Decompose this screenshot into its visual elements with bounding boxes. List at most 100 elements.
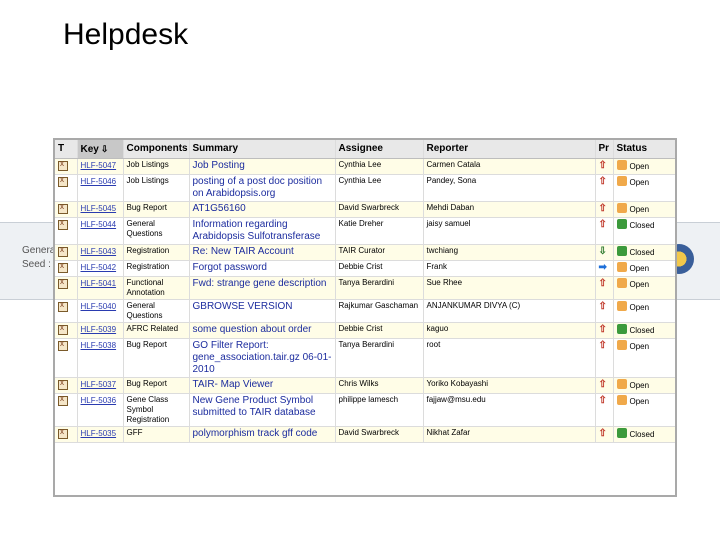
- summary-link[interactable]: polymorphism track gff code: [189, 426, 336, 443]
- issue-key-link[interactable]: HLF-5042: [80, 263, 117, 272]
- issue-table-frame: T Key ⇩ Components Summary Assignee Repor…: [53, 138, 677, 497]
- summary-link[interactable]: posting of a post doc position on Arabid…: [189, 174, 336, 202]
- summary-link[interactable]: Job Posting: [189, 158, 336, 175]
- priority-cell: ⇧: [595, 201, 614, 218]
- table-row: HLF-5039 AFRC Related some question abou…: [55, 322, 675, 339]
- slide-title: Helpdesk: [63, 18, 189, 51]
- column-header-reporter[interactable]: Reporter: [423, 140, 596, 159]
- issue-key-link[interactable]: HLF-5044: [80, 220, 117, 229]
- assignee-cell: Rajkumar Gaschaman: [335, 299, 424, 323]
- issue-key-link[interactable]: HLF-5045: [80, 204, 117, 213]
- issue-type-cell: [55, 338, 78, 378]
- summary-link[interactable]: Fwd: strange gene description: [189, 276, 336, 300]
- issue-key-cell: HLF-5035: [77, 426, 124, 443]
- issue-type-icon: [58, 277, 68, 289]
- reporter-cell: jaisy samuel: [423, 217, 596, 245]
- issue-key-link[interactable]: HLF-5040: [80, 302, 117, 311]
- issue-type-icon: [58, 378, 68, 390]
- issue-type-icon: [58, 339, 68, 351]
- column-header-priority[interactable]: Pr: [595, 140, 614, 159]
- status-label: Closed: [629, 248, 655, 257]
- reporter-cell: root: [423, 338, 596, 378]
- reporter-cell: Mehdi Daban: [423, 201, 596, 218]
- summary-link[interactable]: TAIR- Map Viewer: [189, 377, 336, 394]
- reporter-cell: ANJANKUMAR DIVYA (C): [423, 299, 596, 323]
- status-closed-icon: [616, 219, 627, 229]
- issue-type-cell: [55, 174, 78, 202]
- issue-key-link[interactable]: HLF-5039: [80, 325, 117, 334]
- status-cell: Closed: [613, 244, 675, 261]
- column-header-summary[interactable]: Summary: [189, 140, 336, 159]
- column-header-components[interactable]: Components: [123, 140, 190, 159]
- components-cell: Registration: [123, 260, 190, 277]
- issue-type-icon: [58, 245, 68, 257]
- issue-key-link[interactable]: HLF-5043: [80, 247, 117, 256]
- issue-type-cell: [55, 322, 78, 339]
- issue-type-cell: [55, 158, 78, 175]
- summary-link[interactable]: AT1G56160: [189, 201, 336, 218]
- summary-link[interactable]: GBROWSE VERSION: [189, 299, 336, 323]
- issue-key-link[interactable]: HLF-5038: [80, 341, 117, 350]
- priority-cell: ⇧: [595, 299, 614, 323]
- assignee-cell: Tanya Berardini: [335, 276, 424, 300]
- summary-link[interactable]: Re: New TAIR Account: [189, 244, 336, 261]
- status-label: Open: [629, 264, 650, 273]
- issue-key-cell: HLF-5036: [77, 393, 124, 427]
- issue-key-cell: HLF-5037: [77, 377, 124, 394]
- issue-key-link[interactable]: HLF-5037: [80, 380, 117, 389]
- assignee-cell: Tanya Berardini: [335, 338, 424, 378]
- priority-cell: ⇩: [595, 244, 614, 261]
- issue-type-icon: [58, 175, 68, 187]
- summary-link[interactable]: GO Filter Report: gene_association.tair.…: [189, 338, 336, 378]
- issue-key-link[interactable]: HLF-5036: [80, 396, 117, 405]
- assignee-cell: TAIR Curator: [335, 244, 424, 261]
- issue-key-link[interactable]: HLF-5046: [80, 177, 117, 186]
- issue-type-cell: [55, 217, 78, 245]
- priority-cell: ➡: [595, 260, 614, 277]
- issue-key-link[interactable]: HLF-5041: [80, 279, 117, 288]
- status-label: Closed: [629, 326, 655, 335]
- issue-key-link[interactable]: HLF-5047: [80, 161, 117, 170]
- components-cell: Job Listings: [123, 174, 190, 202]
- issue-key-cell: HLF-5047: [77, 158, 124, 175]
- summary-link[interactable]: some question about order: [189, 322, 336, 339]
- components-cell: Gene Class Symbol Registration: [123, 393, 190, 427]
- issue-type-icon: [58, 261, 68, 273]
- status-cell: Closed: [613, 426, 675, 443]
- status-closed-icon: [616, 246, 627, 256]
- column-header-type[interactable]: T: [55, 140, 78, 159]
- issue-type-cell: [55, 299, 78, 323]
- priority-major-icon: ⇧: [598, 176, 607, 187]
- reporter-cell: Yoriko Kobayashi: [423, 377, 596, 394]
- priority-minor-icon: ➡: [598, 262, 607, 273]
- issue-type-icon: [58, 300, 68, 312]
- components-cell: General Questions: [123, 217, 190, 245]
- status-label: Open: [629, 280, 650, 289]
- reporter-cell: Frank: [423, 260, 596, 277]
- assignee-cell: Debbie Crist: [335, 322, 424, 339]
- assignee-cell: David Swarbreck: [335, 426, 424, 443]
- priority-major-icon: ⇧: [598, 278, 607, 289]
- status-cell: Open: [613, 393, 675, 427]
- issue-table: T Key ⇩ Components Summary Assignee Repor…: [55, 140, 675, 443]
- issue-key-cell: HLF-5046: [77, 174, 124, 202]
- issue-type-cell: [55, 276, 78, 300]
- issue-key-link[interactable]: HLF-5035: [80, 429, 117, 438]
- components-cell: Job Listings: [123, 158, 190, 175]
- summary-link[interactable]: New Gene Product Symbol submitted to TAI…: [189, 393, 336, 427]
- reporter-cell: kaguo: [423, 322, 596, 339]
- column-header-key[interactable]: Key ⇩: [77, 140, 124, 159]
- issue-key-cell: HLF-5044: [77, 217, 124, 245]
- column-header-status[interactable]: Status: [613, 140, 675, 159]
- status-open-icon: [616, 278, 627, 288]
- issue-key-cell: HLF-5038: [77, 338, 124, 378]
- summary-link[interactable]: Forgot password: [189, 260, 336, 277]
- issue-type-icon: [58, 159, 68, 171]
- status-cell: Open: [613, 377, 675, 394]
- summary-link[interactable]: Information regarding Arabidopsis Sulfot…: [189, 217, 336, 245]
- column-header-assignee[interactable]: Assignee: [335, 140, 424, 159]
- reporter-cell: Sue Rhee: [423, 276, 596, 300]
- priority-cell: ⇧: [595, 217, 614, 245]
- priority-cell: ⇧: [595, 276, 614, 300]
- components-cell: AFRC Related: [123, 322, 190, 339]
